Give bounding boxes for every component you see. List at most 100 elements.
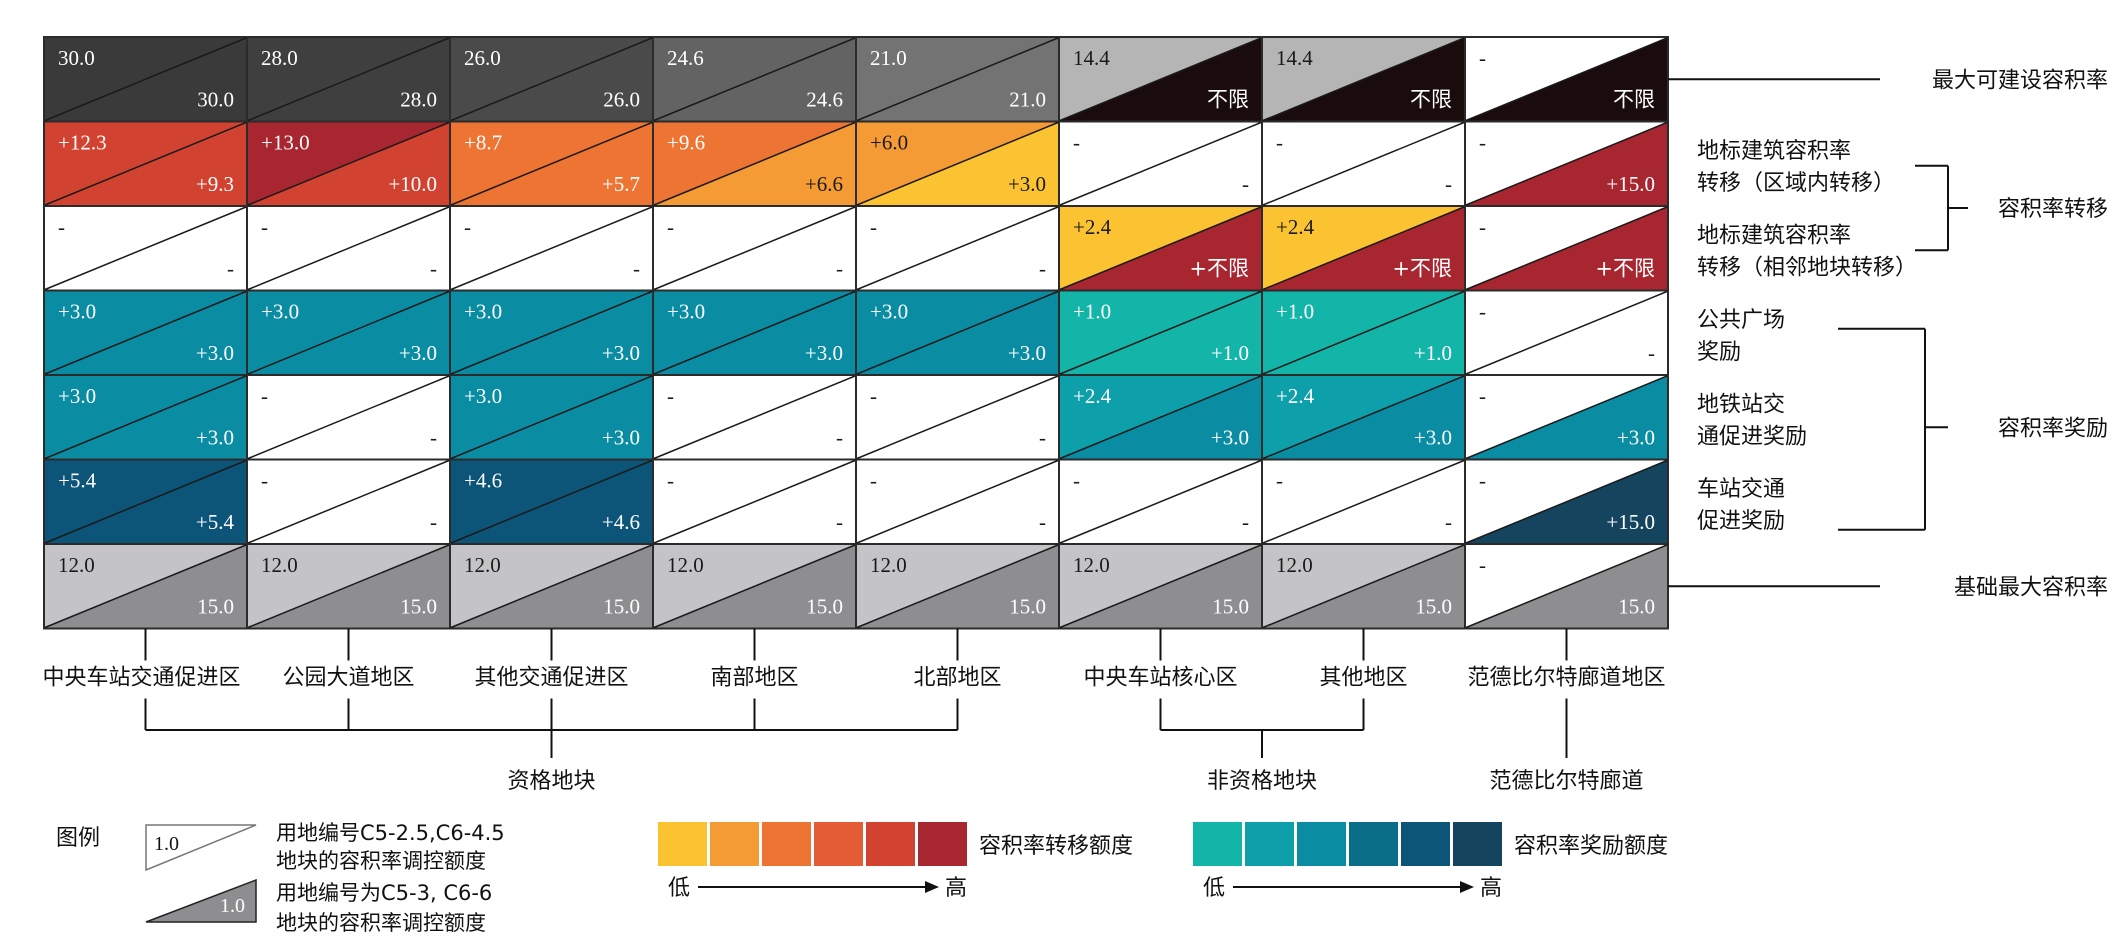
cell-value-c53-c45: +13.0 (261, 131, 310, 155)
cell-diagonal (1262, 206, 1465, 291)
cell-diagonal (247, 206, 450, 291)
column-label: 公园大道地区 (282, 666, 414, 691)
matrix-cell: +2.4 +3.0 (1262, 375, 1465, 460)
matrix-cell: +3.0 +3.0 (653, 290, 856, 375)
cell-value-c53-c45: - (1073, 131, 1080, 155)
cell-diagonal (856, 206, 1059, 291)
cell-value-c53-c45: +12.3 (58, 131, 107, 155)
cell-value-c56-c66: 15.0 (603, 595, 640, 619)
cell-value-c56-c66: - (430, 510, 437, 534)
cell-value-c56-c66: - (430, 426, 437, 450)
matrix-cell: 21.0 21.0 (856, 37, 1059, 122)
cell-value-c53-c45: +3.0 (870, 300, 908, 324)
cell-value-c53-c45: 12.0 (1073, 553, 1110, 577)
legend-value: 1.0 (220, 895, 245, 917)
matrix-cell: - +3.0 (1465, 375, 1668, 460)
cell-value-c53-c45: - (261, 215, 268, 239)
matrix-cell: +2.4 +不限 (1262, 206, 1465, 291)
cell-value-c53-c45: +3.0 (464, 300, 502, 324)
cell-diagonal (44, 121, 247, 206)
matrix-cell: +3.0 +3.0 (856, 290, 1059, 375)
cell-value-c53-c45: - (58, 215, 65, 239)
cell-value-c56-c66: 15.0 (400, 595, 437, 619)
cell-diagonal (1262, 121, 1465, 206)
cell-diagonal (450, 459, 653, 544)
bonus-scale-swatch (1193, 822, 1242, 866)
legend-text: 地块的容积率调控额度 (276, 911, 486, 935)
matrix-cell: - 不限 (1465, 37, 1668, 122)
cell-value-c53-c45: +3.0 (667, 300, 705, 324)
cell-value-c53-c45: +6.0 (870, 131, 908, 155)
cell-value-c56-c66: - (1039, 257, 1046, 281)
cell-value-c56-c66: 24.6 (806, 88, 843, 112)
cell-value-c56-c66: +3.0 (602, 426, 640, 450)
matrix-cell: 12.0 15.0 (450, 544, 653, 629)
cell-value-c53-c45: - (1479, 215, 1486, 239)
legend-text: 用地编号C5-2.5,C6-4.5 (276, 821, 505, 845)
cell-diagonal (1059, 544, 1262, 629)
cell-value-c53-c45: - (667, 469, 674, 493)
row-label: 基础最大容积率 (1954, 575, 2108, 600)
matrix-cell: -- (1059, 121, 1262, 206)
legend-arrow-head (925, 881, 939, 893)
cell-value-c53-c45: +2.4 (1073, 215, 1112, 239)
cell-value-c56-c66: - (633, 257, 640, 281)
cell-diagonal (1059, 459, 1262, 544)
cell-diagonal (653, 206, 856, 291)
matrix-cell: +3.0 +3.0 (44, 375, 247, 460)
column-label: 中央车站核心区 (1083, 666, 1237, 691)
bonus-scale-swatch (1349, 822, 1398, 866)
cell-value-c53-c45: - (1276, 131, 1283, 155)
cell-diagonal (1262, 544, 1465, 629)
cell-value-c53-c45: - (1479, 46, 1486, 70)
far-matrix: 30.030.028.028.026.026.024.624.621.021.0… (43, 36, 1669, 630)
cell-value-c56-c66: - (1445, 510, 1452, 534)
row-group-label: 容积率奖励 (1998, 416, 2108, 441)
row-label: 促进奖励 (1697, 509, 1785, 534)
transfer-scale-swatch (710, 822, 759, 866)
cell-value-c53-c45: +3.0 (58, 384, 96, 408)
matrix-cell: +2.4 +3.0 (1059, 375, 1262, 460)
matrix-cell: +1.0 +1.0 (1262, 290, 1465, 375)
bonus-scale-swatch (1401, 822, 1450, 866)
matrix-cell: 14.4 不限 (1059, 37, 1262, 122)
transfer-scale-swatch (814, 822, 863, 866)
cell-value-c56-c66: - (430, 257, 437, 281)
cell-diagonal (44, 290, 247, 375)
transfer-scale-swatch (918, 822, 967, 866)
matrix-cell: -- (653, 459, 856, 544)
row-group-label: 容积率转移 (1998, 197, 2108, 222)
cell-value-c53-c45: +4.6 (464, 469, 502, 493)
cell-diagonal (247, 37, 450, 122)
cell-diagonal (247, 544, 450, 629)
cell-value-c56-c66: +4.6 (602, 510, 640, 534)
cell-value-c56-c66: - (1445, 172, 1452, 196)
cell-value-c56-c66: +不限 (1189, 257, 1249, 281)
cell-diagonal (1262, 290, 1465, 375)
cell-diagonal (1262, 37, 1465, 122)
cell-value-c53-c45: 12.0 (1276, 553, 1313, 577)
legend-high: 高 (945, 876, 967, 901)
cell-value-c56-c66: - (227, 257, 234, 281)
cell-value-c56-c66: - (1242, 510, 1249, 534)
cell-value-c53-c45: 12.0 (870, 553, 907, 577)
cell-diagonal (247, 290, 450, 375)
cell-value-c53-c45: - (261, 384, 268, 408)
cell-value-c56-c66: - (836, 426, 843, 450)
matrix-cell: 28.0 28.0 (247, 37, 450, 122)
cell-diagonal (653, 121, 856, 206)
legend-high: 高 (1480, 876, 1502, 901)
matrix-cell: -- (1262, 121, 1465, 206)
column-label: 南部地区 (710, 666, 798, 691)
matrix-cell: -- (1262, 459, 1465, 544)
cell-diagonal (450, 290, 653, 375)
cell-value-c56-c66: +3.0 (805, 341, 843, 365)
cell-value-c53-c45: - (1479, 131, 1486, 155)
cell-value-c53-c45: - (1276, 469, 1283, 493)
matrix-cell: -- (247, 206, 450, 291)
legend-text: 地块的容积率调控额度 (276, 849, 486, 873)
cell-value-c53-c45: 24.6 (667, 46, 704, 70)
cell-value-c56-c66: +3.0 (399, 341, 437, 365)
matrix-cell: +12.3 +9.3 (44, 121, 247, 206)
cell-value-c53-c45: +2.4 (1276, 384, 1315, 408)
